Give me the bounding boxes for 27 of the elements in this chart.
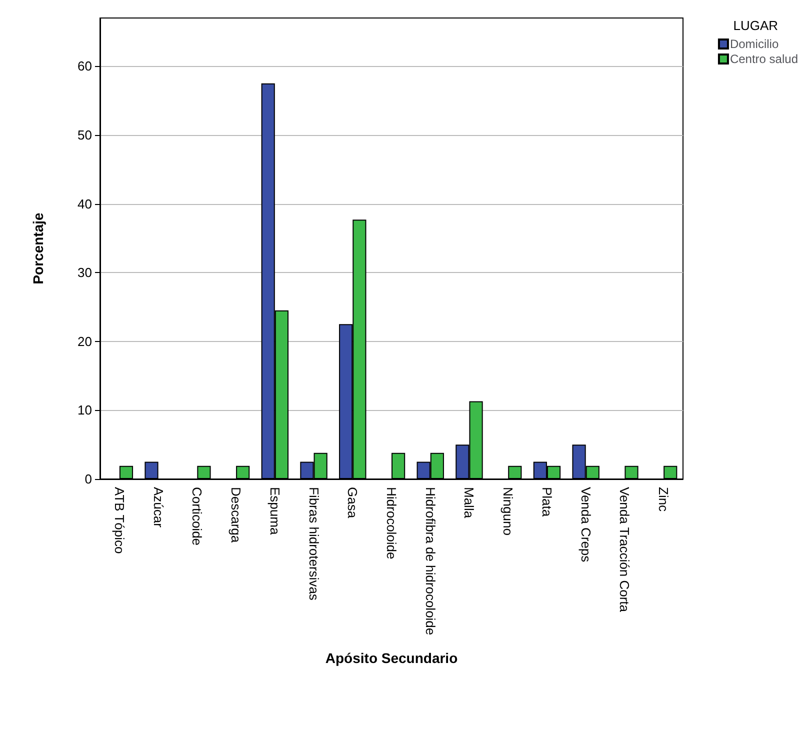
- x-tick-label: Plata: [539, 487, 554, 518]
- x-tick-label: Hidrofibra de hidrocoloide: [422, 487, 438, 636]
- x-tick-label: Gasa: [345, 487, 360, 519]
- legend-label: Domicilio: [730, 37, 779, 51]
- x-tick-label: Descarga: [228, 487, 244, 544]
- x-tick-label: ATB Tópico: [112, 487, 127, 554]
- x-tick-label: Fibras hidrotersivas: [306, 487, 322, 601]
- y-tick-label: 30: [78, 265, 92, 280]
- y-tick-label: 40: [78, 196, 92, 212]
- legend-title: LUGAR: [733, 18, 778, 33]
- y-tick-label: 20: [78, 334, 92, 349]
- x-tick-label: Azúcar: [150, 487, 166, 528]
- y-tick-label: 10: [78, 402, 92, 418]
- x-tick-label: Corticoide: [190, 487, 205, 546]
- x-axis-title: Apósito Secundario: [325, 650, 458, 666]
- x-tick-label: Venda Tracción Corta: [617, 487, 632, 613]
- y-tick-label: 60: [78, 58, 92, 74]
- y-tick-label: 0: [84, 472, 92, 486]
- x-tick-label: Ninguno: [500, 487, 516, 536]
- y-axis-title: Porcentaje: [30, 212, 46, 284]
- legend-label: Centro salud: [730, 52, 798, 66]
- y-tick-label: 50: [78, 127, 92, 142]
- x-tick-label: Hidrocoloide: [384, 487, 399, 560]
- x-tick-label: Zinc: [656, 487, 672, 512]
- x-tick-label: Malla: [462, 487, 477, 519]
- x-tick-label: Venda Creps: [578, 487, 594, 563]
- x-tick-label: Espuma: [267, 487, 282, 536]
